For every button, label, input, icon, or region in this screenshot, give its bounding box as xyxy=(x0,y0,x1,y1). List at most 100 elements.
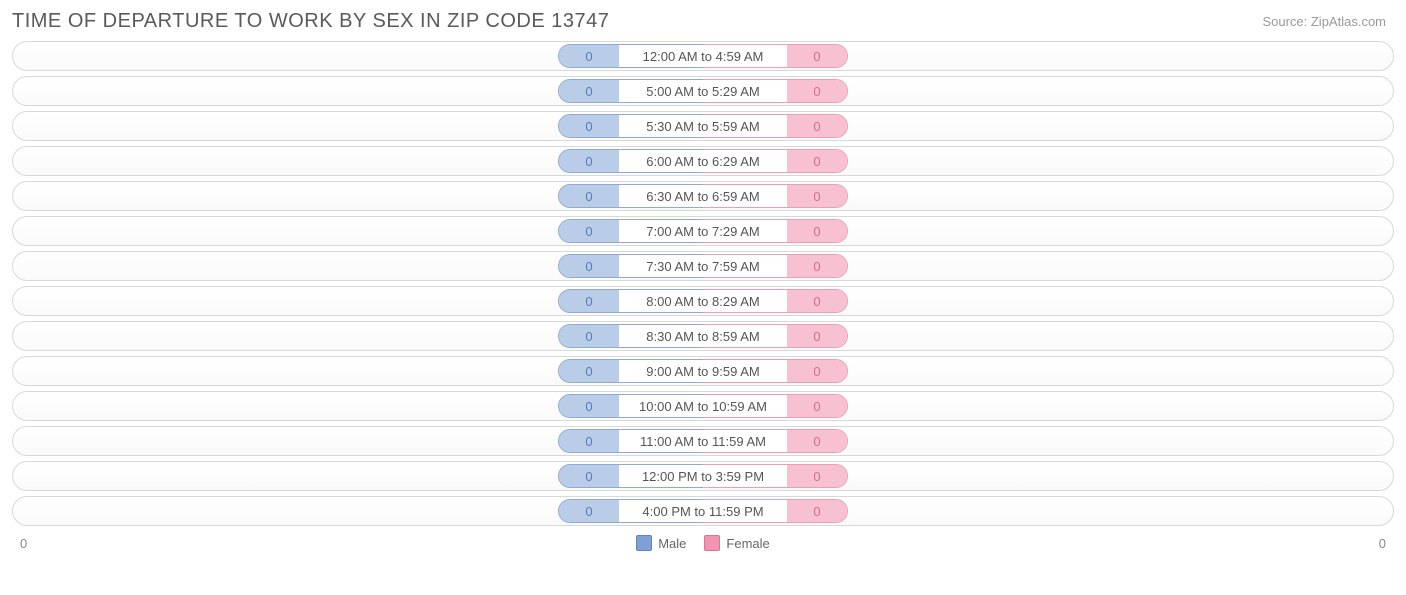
male-pill: 0 xyxy=(558,499,619,523)
male-pill: 0 xyxy=(558,394,619,418)
male-pill: 0 xyxy=(558,324,619,348)
male-value: 0 xyxy=(559,395,619,417)
chart-row: 012:00 AM to 4:59 AM0 xyxy=(12,41,1394,71)
female-pill: 0 xyxy=(787,429,848,453)
male-pill: 0 xyxy=(558,429,619,453)
legend-swatch xyxy=(704,535,720,551)
female-pill: 0 xyxy=(787,254,848,278)
female-pill: 0 xyxy=(787,79,848,103)
chart-row: 06:30 AM to 6:59 AM0 xyxy=(12,181,1394,211)
row-center-group: 04:00 PM to 11:59 PM0 xyxy=(558,499,848,523)
row-label: 11:00 AM to 11:59 AM xyxy=(619,429,787,453)
row-label: 5:00 AM to 5:29 AM xyxy=(619,79,787,103)
axis-left-label: 0 xyxy=(20,536,27,551)
legend: Male Female xyxy=(636,535,770,551)
chart-area: 012:00 AM to 4:59 AM005:00 AM to 5:29 AM… xyxy=(0,41,1406,526)
row-label: 6:00 AM to 6:29 AM xyxy=(619,149,787,173)
female-pill: 0 xyxy=(787,464,848,488)
legend-item: Male xyxy=(636,535,686,551)
chart-row: 05:30 AM to 5:59 AM0 xyxy=(12,111,1394,141)
chart-row: 07:30 AM to 7:59 AM0 xyxy=(12,251,1394,281)
legend-swatch xyxy=(636,535,652,551)
row-label: 10:00 AM to 10:59 AM xyxy=(619,394,787,418)
male-value: 0 xyxy=(559,45,619,67)
row-center-group: 08:00 AM to 8:29 AM0 xyxy=(558,289,848,313)
male-value: 0 xyxy=(559,360,619,382)
male-value: 0 xyxy=(559,115,619,137)
male-value: 0 xyxy=(559,255,619,277)
female-value: 0 xyxy=(787,150,847,172)
female-value: 0 xyxy=(787,45,847,67)
female-pill: 0 xyxy=(787,114,848,138)
row-label: 7:30 AM to 7:59 AM xyxy=(619,254,787,278)
row-label: 9:00 AM to 9:59 AM xyxy=(619,359,787,383)
row-center-group: 06:30 AM to 6:59 AM0 xyxy=(558,184,848,208)
row-label: 5:30 AM to 5:59 AM xyxy=(619,114,787,138)
row-label: 12:00 AM to 4:59 AM xyxy=(619,44,787,68)
female-pill: 0 xyxy=(787,149,848,173)
female-pill: 0 xyxy=(787,324,848,348)
chart-row: 010:00 AM to 10:59 AM0 xyxy=(12,391,1394,421)
male-pill: 0 xyxy=(558,44,619,68)
row-center-group: 05:00 AM to 5:29 AM0 xyxy=(558,79,848,103)
legend-label: Male xyxy=(658,536,686,551)
chart-row: 06:00 AM to 6:29 AM0 xyxy=(12,146,1394,176)
female-pill: 0 xyxy=(787,359,848,383)
female-pill: 0 xyxy=(787,44,848,68)
row-center-group: 07:00 AM to 7:29 AM0 xyxy=(558,219,848,243)
chart-row: 012:00 PM to 3:59 PM0 xyxy=(12,461,1394,491)
male-pill: 0 xyxy=(558,464,619,488)
row-center-group: 09:00 AM to 9:59 AM0 xyxy=(558,359,848,383)
row-label: 12:00 PM to 3:59 PM xyxy=(619,464,787,488)
male-pill: 0 xyxy=(558,289,619,313)
male-value: 0 xyxy=(559,465,619,487)
row-center-group: 08:30 AM to 8:59 AM0 xyxy=(558,324,848,348)
legend-label: Female xyxy=(726,536,769,551)
female-value: 0 xyxy=(787,80,847,102)
source-label: Source: ZipAtlas.com xyxy=(1262,14,1386,29)
row-label: 8:30 AM to 8:59 AM xyxy=(619,324,787,348)
female-pill: 0 xyxy=(787,394,848,418)
female-value: 0 xyxy=(787,500,847,522)
row-center-group: 012:00 PM to 3:59 PM0 xyxy=(558,464,848,488)
row-center-group: 012:00 AM to 4:59 AM0 xyxy=(558,44,848,68)
male-value: 0 xyxy=(559,185,619,207)
female-value: 0 xyxy=(787,255,847,277)
male-value: 0 xyxy=(559,325,619,347)
female-pill: 0 xyxy=(787,289,848,313)
female-pill: 0 xyxy=(787,184,848,208)
row-center-group: 05:30 AM to 5:59 AM0 xyxy=(558,114,848,138)
header: TIME OF DEPARTURE TO WORK BY SEX IN ZIP … xyxy=(0,0,1406,41)
row-label: 8:00 AM to 8:29 AM xyxy=(619,289,787,313)
male-value: 0 xyxy=(559,220,619,242)
female-pill: 0 xyxy=(787,219,848,243)
row-label: 4:00 PM to 11:59 PM xyxy=(619,499,787,523)
row-label: 7:00 AM to 7:29 AM xyxy=(619,219,787,243)
male-value: 0 xyxy=(559,150,619,172)
female-value: 0 xyxy=(787,220,847,242)
male-value: 0 xyxy=(559,430,619,452)
footer: 0 MaleFemale 0 xyxy=(0,531,1406,551)
male-pill: 0 xyxy=(558,359,619,383)
male-value: 0 xyxy=(559,290,619,312)
female-value: 0 xyxy=(787,465,847,487)
row-center-group: 011:00 AM to 11:59 AM0 xyxy=(558,429,848,453)
female-value: 0 xyxy=(787,325,847,347)
legend-item: Female xyxy=(704,535,769,551)
male-pill: 0 xyxy=(558,79,619,103)
chart-row: 04:00 PM to 11:59 PM0 xyxy=(12,496,1394,526)
male-pill: 0 xyxy=(558,149,619,173)
female-value: 0 xyxy=(787,395,847,417)
male-pill: 0 xyxy=(558,184,619,208)
male-pill: 0 xyxy=(558,219,619,243)
female-value: 0 xyxy=(787,360,847,382)
female-value: 0 xyxy=(787,115,847,137)
female-pill: 0 xyxy=(787,499,848,523)
chart-row: 05:00 AM to 5:29 AM0 xyxy=(12,76,1394,106)
row-center-group: 010:00 AM to 10:59 AM0 xyxy=(558,394,848,418)
chart-row: 08:30 AM to 8:59 AM0 xyxy=(12,321,1394,351)
chart-row: 07:00 AM to 7:29 AM0 xyxy=(12,216,1394,246)
row-center-group: 06:00 AM to 6:29 AM0 xyxy=(558,149,848,173)
chart-row: 011:00 AM to 11:59 AM0 xyxy=(12,426,1394,456)
female-value: 0 xyxy=(787,185,847,207)
